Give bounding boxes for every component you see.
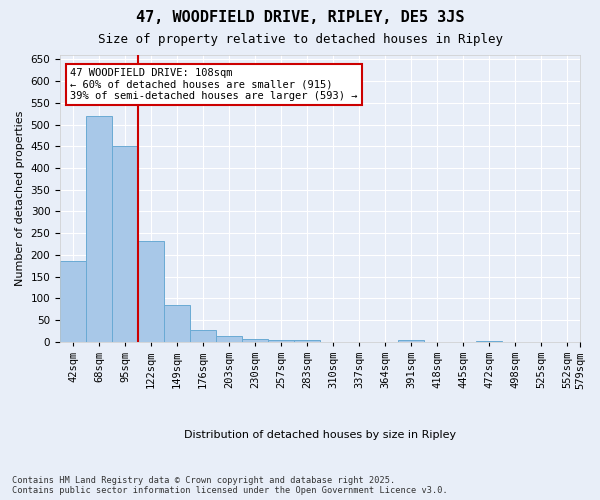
Bar <box>242 339 268 342</box>
Bar <box>268 340 294 342</box>
Bar <box>60 262 86 342</box>
Text: Contains HM Land Registry data © Crown copyright and database right 2025.
Contai: Contains HM Land Registry data © Crown c… <box>12 476 448 495</box>
Text: 47, WOODFIELD DRIVE, RIPLEY, DE5 3JS: 47, WOODFIELD DRIVE, RIPLEY, DE5 3JS <box>136 10 464 25</box>
Bar <box>190 330 216 342</box>
X-axis label: Distribution of detached houses by size in Ripley: Distribution of detached houses by size … <box>184 430 456 440</box>
Bar <box>294 340 320 342</box>
Bar <box>164 305 190 342</box>
Bar <box>86 116 112 342</box>
Bar <box>112 146 138 342</box>
Text: Size of property relative to detached houses in Ripley: Size of property relative to detached ho… <box>97 32 503 46</box>
Bar <box>398 340 424 342</box>
Bar <box>216 336 242 342</box>
Bar <box>138 241 164 342</box>
Text: 47 WOODFIELD DRIVE: 108sqm
← 60% of detached houses are smaller (915)
39% of sem: 47 WOODFIELD DRIVE: 108sqm ← 60% of deta… <box>70 68 358 101</box>
Y-axis label: Number of detached properties: Number of detached properties <box>15 110 25 286</box>
